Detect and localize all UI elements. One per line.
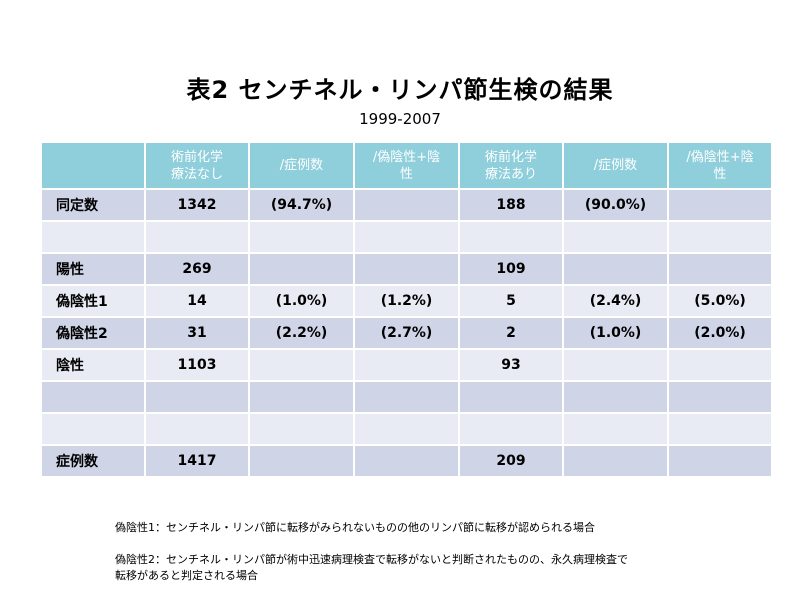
table-row (40, 220, 773, 254)
table-cell: 2 (458, 316, 564, 350)
table-row: 偽陰性2 31 (2.2%) (2.7%) 2 (1.0%) (2.0%) (40, 316, 773, 350)
table-cell (562, 220, 669, 254)
table-cell: 109 (458, 252, 564, 286)
table-cell (667, 188, 773, 222)
table-cell: (90.0%) (562, 188, 669, 222)
period-subtitle: 1999-2007 (359, 110, 441, 128)
header-cell (40, 141, 146, 190)
table-cell (562, 380, 669, 414)
table-cell (248, 252, 355, 286)
header-cell: /症例数 (562, 141, 669, 190)
page-title: 表2 センチネル・リンパ節生検の結果 (186, 76, 614, 104)
table-cell: (94.7%) (248, 188, 355, 222)
table-row: 陰性 1103 93 (40, 348, 773, 382)
table-cell (248, 444, 355, 478)
table-cell (667, 444, 773, 478)
header-cell: /症例数 (248, 141, 355, 190)
header-cell: /偽陰性+陰 性 (667, 141, 773, 190)
table-cell: (1.0%) (562, 316, 669, 350)
table-cell (667, 348, 773, 382)
table-cell: 1342 (144, 188, 250, 222)
table-row: 偽陰性1 14 (1.0%) (1.2%) 5 (2.4%) (5.0%) (40, 284, 773, 318)
table-cell: 93 (458, 348, 564, 382)
row-label: 症例数 (40, 444, 146, 478)
table-cell (458, 412, 564, 446)
table-cell (248, 220, 355, 254)
table-cell (667, 220, 773, 254)
table-cell: 188 (458, 188, 564, 222)
table-cell (248, 348, 355, 382)
table-cell (353, 412, 460, 446)
table-cell (458, 220, 564, 254)
row-label: 同定数 (40, 188, 146, 222)
table-cell: 209 (458, 444, 564, 478)
table-cell (353, 380, 460, 414)
row-label: 陰性 (40, 348, 146, 382)
table-row: 症例数 1417 209 (40, 444, 773, 478)
table-header-row: 術前化学 療法なし /症例数 /偽陰性+陰 性 術前化学 療法あり /症例数 /… (40, 141, 773, 190)
table-cell (562, 348, 669, 382)
header-cell: /偽陰性+陰 性 (353, 141, 460, 190)
table-cell: (2.7%) (353, 316, 460, 350)
footnote-false-negative-1: 偽陰性1：センチネル・リンパ節に転移がみられないものの他のリンパ節に転移が認めら… (115, 521, 595, 534)
table-cell (667, 380, 773, 414)
row-label: 偽陰性1 (40, 284, 146, 318)
table-cell: (2.0%) (667, 316, 773, 350)
table-cell (248, 412, 355, 446)
row-label (40, 380, 146, 414)
table-cell (562, 252, 669, 286)
header-cell: 術前化学 療法あり (458, 141, 564, 190)
table-cell (667, 412, 773, 446)
table-cell (458, 380, 564, 414)
table-cell (353, 252, 460, 286)
table-cell: (1.0%) (248, 284, 355, 318)
table-cell (353, 348, 460, 382)
table-cell: (2.4%) (562, 284, 669, 318)
table-cell (562, 412, 669, 446)
table-cell (248, 380, 355, 414)
footnote-false-negative-2: 偽陰性2：センチネル・リンパ節が術中迅速病理検査で転移がないと判断されたものの、… (115, 553, 628, 582)
table-cell (144, 220, 250, 254)
row-label: 偽陰性2 (40, 316, 146, 350)
table-cell: 5 (458, 284, 564, 318)
footnotes: 偽陰性1：センチネル・リンパ節に転移がみられないものの他のリンパ節に転移が認めら… (115, 504, 628, 600)
table-cell: 31 (144, 316, 250, 350)
row-label: 陽性 (40, 252, 146, 286)
table-cell (353, 444, 460, 478)
results-table: 術前化学 療法なし /症例数 /偽陰性+陰 性 術前化学 療法あり /症例数 /… (40, 141, 773, 478)
table-cell (353, 188, 460, 222)
table-cell: (1.2%) (353, 284, 460, 318)
table-cell: (5.0%) (667, 284, 773, 318)
table-row (40, 412, 773, 446)
table-cell: 14 (144, 284, 250, 318)
table-cell (144, 412, 250, 446)
table-cell: (2.2%) (248, 316, 355, 350)
table-cell (144, 380, 250, 414)
table-row (40, 380, 773, 414)
header-cell: 術前化学 療法なし (144, 141, 250, 190)
table-row: 同定数 1342 (94.7%) 188 (90.0%) (40, 188, 773, 222)
table-cell: 269 (144, 252, 250, 286)
row-label (40, 412, 146, 446)
table-cell (667, 252, 773, 286)
table-cell: 1417 (144, 444, 250, 478)
table-cell (562, 444, 669, 478)
row-label (40, 220, 146, 254)
table-cell: 1103 (144, 348, 250, 382)
table-cell (353, 220, 460, 254)
table-row: 陽性 269 109 (40, 252, 773, 286)
